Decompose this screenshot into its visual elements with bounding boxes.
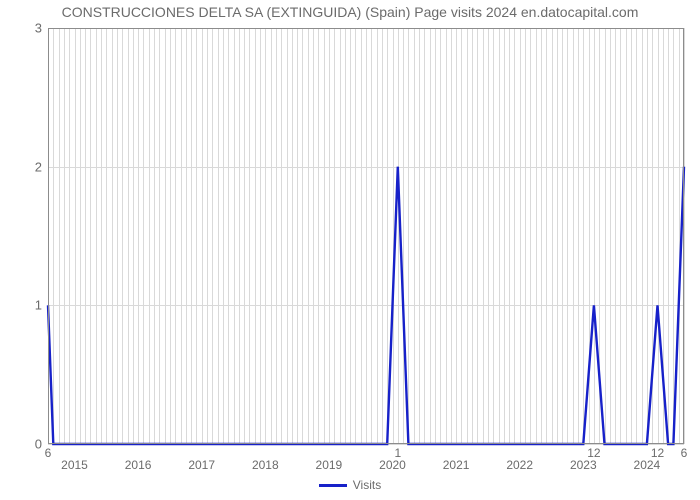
legend: Visits [0, 478, 700, 492]
chart-container: { "title": "CONSTRUCCIONES DELTA SA (EXT… [0, 0, 700, 500]
x-tick-label: 2020 [379, 444, 406, 472]
y-tick-label: 0 [12, 437, 48, 452]
grid-line-minor-vertical [684, 28, 685, 444]
y-tick-label: 3 [12, 21, 48, 36]
plot-area: 0123 6112126 201520162017201820192020202… [48, 28, 684, 444]
y-tick-label: 2 [12, 159, 48, 174]
legend-label: Visits [353, 478, 381, 492]
x-tick-label: 2018 [252, 444, 279, 472]
visits-polyline [48, 167, 684, 444]
x-tick-label: 2017 [188, 444, 215, 472]
x-tick-label: 2016 [125, 444, 152, 472]
x-tick-label: 2024 [634, 444, 661, 472]
y-tick-label: 1 [12, 298, 48, 313]
x-tick-label: 2015 [61, 444, 88, 472]
x-tick-label: 2019 [316, 444, 343, 472]
chart-title: CONSTRUCCIONES DELTA SA (EXTINGUIDA) (Sp… [0, 4, 700, 20]
x-tick-label: 2023 [570, 444, 597, 472]
x-tick-label: 2021 [443, 444, 470, 472]
visits-line-series [48, 28, 684, 444]
legend-swatch [319, 484, 347, 487]
x-secondary-label: 6 [45, 444, 52, 460]
x-tick-label: 2022 [506, 444, 533, 472]
x-secondary-label: 6 [681, 444, 688, 460]
